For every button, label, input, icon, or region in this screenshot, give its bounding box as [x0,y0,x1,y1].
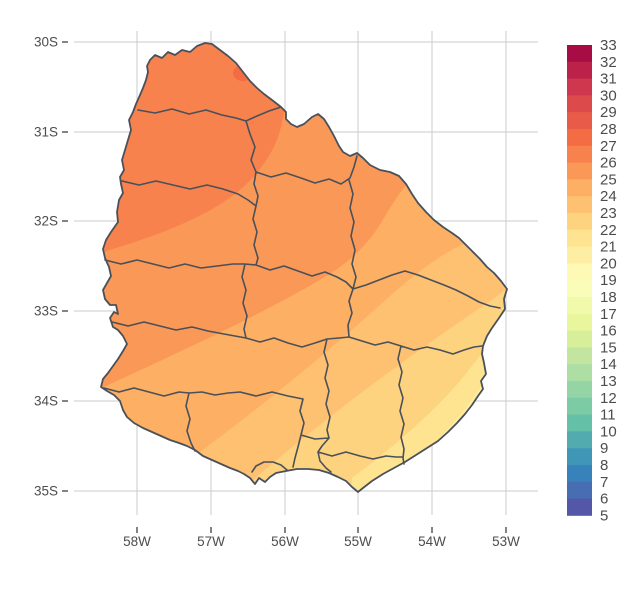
legend-label: 18 [600,289,617,306]
legend-label: 33 [600,37,617,54]
legend-color-block [567,196,592,214]
legend-color-block [567,280,592,298]
legend-color-block [567,229,592,247]
legend-label: 15 [600,339,617,356]
legend-label: 6 [600,491,608,508]
legend-label: 25 [600,171,617,188]
legend-label: 14 [600,356,617,373]
legend-color-block [567,364,592,382]
country-outline [100,42,508,493]
temperature-bands [101,43,507,492]
legend-color-block [567,297,592,315]
legend-label: 31 [600,71,617,88]
legend-color-block [567,498,592,516]
legend-color-block [567,45,592,63]
legend-color-block [567,95,592,113]
legend-label: 8 [600,457,608,474]
legend-color-block [567,313,592,331]
legend-label: 5 [600,507,608,524]
legend-color-block [567,397,592,415]
legend-color-block [567,381,592,399]
legend-color-block [567,78,592,96]
legend-label: 11 [600,407,616,424]
legend-color-block [567,263,592,281]
legend-color-block [567,61,592,79]
legend-label: 32 [600,54,617,71]
legend-label: 30 [600,87,617,104]
legend-color-block [567,414,592,432]
x-axis: 58W 57W 56W 55W 54W 53W [123,527,520,549]
department-borders [103,106,501,473]
legend-label: 29 [600,104,617,121]
legend-label: 26 [600,155,617,172]
legend-label: 21 [600,239,617,256]
y-tick-label: 35S [34,484,58,499]
x-tick-label: 56W [271,534,299,549]
legend-color-block [567,448,592,466]
legend-label: 23 [600,205,617,222]
y-tick-label: 32S [34,214,58,229]
y-tick-label: 33S [34,304,58,319]
legend-color-block [567,246,592,264]
x-tick-label: 55W [344,534,372,549]
legend-color-block [567,481,592,499]
x-tick-label: 58W [123,534,151,549]
legend-label: 12 [600,390,617,407]
legend-label: 7 [600,474,608,491]
legend-label: 24 [600,188,617,205]
legend-label: 28 [600,121,617,138]
legend-label: 10 [600,423,617,440]
legend-color-block [567,465,592,483]
legend-label: 27 [600,138,617,155]
legend-color-block [567,179,592,197]
legend-colorbar: 3332313029282726252423222120191817161514… [567,37,617,524]
legend-color-block [567,145,592,163]
legend-label: 17 [600,306,617,323]
y-tick-label: 31S [34,125,58,140]
legend-color-block [567,112,592,130]
legend-label: 13 [600,373,617,390]
x-tick-label: 54W [418,534,446,549]
legend-color-block [567,347,592,365]
legend-color-block [567,330,592,348]
legend-label: 20 [600,255,617,272]
x-tick-label: 57W [197,534,225,549]
legend-color-block [567,129,592,147]
legend-label: 22 [600,222,617,239]
map-group [100,42,508,493]
legend-color-block [567,162,592,180]
x-tick-label: 53W [492,534,520,549]
y-axis: 30S 31S 32S 33S 34S 35S [34,35,68,499]
legend-label: 9 [600,440,608,457]
y-tick-label: 30S [34,35,58,50]
legend-color-block [567,431,592,449]
legend-label: 16 [600,323,617,340]
legend-color-block [567,213,592,231]
legend-label: 19 [600,272,617,289]
y-tick-label: 34S [34,394,58,409]
